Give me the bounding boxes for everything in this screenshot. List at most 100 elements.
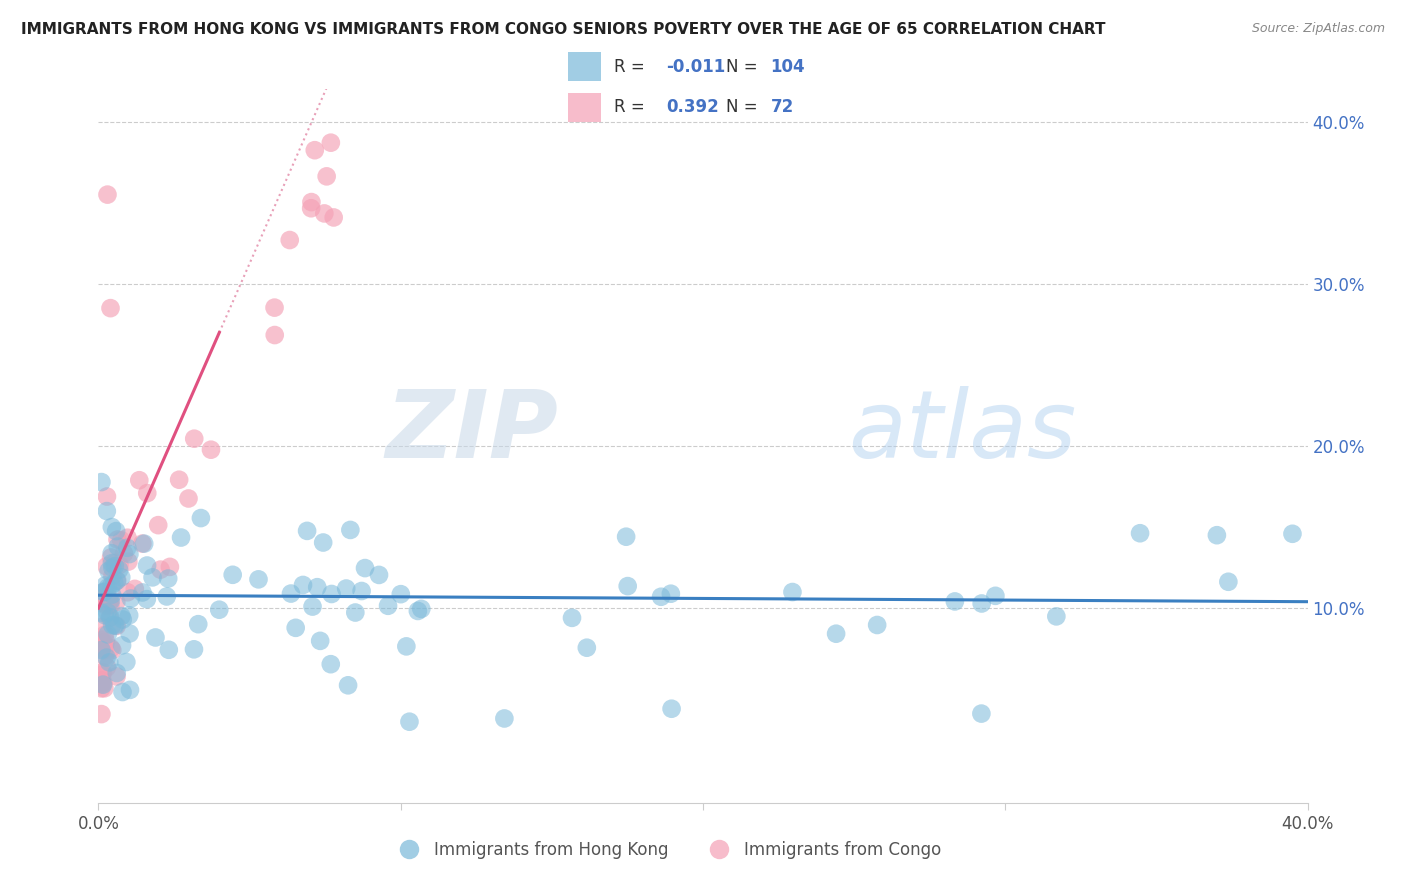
Point: [100, 546, 122, 560]
Point: [96, 599, 118, 613]
Point: [96, 559, 118, 574]
Point: [118, 608, 141, 623]
Point: [148, 518, 170, 533]
Point: [98, 594, 121, 608]
Point: [97, 627, 120, 641]
Point: [105, 574, 128, 588]
Point: [782, 585, 804, 599]
Point: [314, 206, 336, 220]
Point: [301, 599, 323, 614]
Point: [247, 572, 270, 586]
Point: [110, 570, 132, 584]
Point: [136, 558, 159, 573]
Point: [616, 579, 638, 593]
Point: [91, 585, 114, 599]
Point: [309, 633, 332, 648]
Point: [170, 531, 193, 545]
Point: [263, 328, 285, 343]
Point: [1129, 526, 1152, 541]
Point: [159, 560, 181, 574]
Point: [156, 590, 179, 604]
Point: [101, 556, 124, 570]
Point: [406, 604, 429, 618]
Text: 104: 104: [770, 58, 806, 76]
Point: [278, 233, 301, 247]
Point: [136, 486, 159, 500]
Text: ZIP: ZIP: [385, 385, 558, 478]
Point: [322, 211, 344, 225]
Point: [96, 605, 118, 619]
Point: [94, 595, 117, 609]
Point: [118, 626, 141, 640]
Point: [105, 574, 128, 588]
Point: [183, 642, 205, 657]
Text: N =: N =: [727, 58, 758, 76]
Point: [91, 643, 114, 657]
Point: [190, 511, 212, 525]
Point: [292, 578, 315, 592]
Legend: Immigrants from Hong Kong, Immigrants from Congo: Immigrants from Hong Kong, Immigrants fr…: [385, 835, 948, 866]
Point: [118, 547, 141, 561]
Point: [117, 531, 139, 545]
Point: [96, 504, 118, 518]
Point: [90, 620, 112, 634]
Point: [135, 592, 157, 607]
Point: [142, 570, 165, 584]
Point: [208, 603, 231, 617]
Point: [128, 473, 150, 487]
Point: [105, 665, 128, 680]
Point: [90, 643, 112, 657]
Point: [1281, 526, 1303, 541]
Point: [101, 520, 124, 534]
Point: [107, 540, 129, 554]
Point: [377, 599, 399, 613]
Point: [200, 442, 222, 457]
Point: [97, 591, 120, 605]
Text: Source: ZipAtlas.com: Source: ZipAtlas.com: [1251, 22, 1385, 36]
Point: [93, 585, 115, 599]
Point: [350, 584, 373, 599]
Point: [301, 195, 323, 210]
Point: [389, 587, 412, 601]
Point: [650, 590, 672, 604]
Point: [93, 642, 115, 657]
Bar: [568, 53, 602, 81]
Point: [90, 677, 112, 691]
Text: 72: 72: [770, 98, 794, 116]
Point: [91, 665, 114, 680]
Point: [100, 550, 122, 565]
Point: [319, 657, 342, 672]
Point: [115, 655, 138, 669]
Point: [96, 650, 118, 665]
Point: [117, 541, 139, 555]
Point: [117, 555, 139, 569]
Point: [344, 606, 367, 620]
Point: [103, 575, 125, 590]
Point: [98, 656, 121, 670]
Point: [187, 617, 209, 632]
Point: [659, 587, 682, 601]
Point: [321, 587, 343, 601]
Point: [105, 524, 128, 538]
Point: [98, 611, 121, 625]
Point: [124, 582, 146, 596]
Text: IMMIGRANTS FROM HONG KONG VS IMMIGRANTS FROM CONGO SENIORS POVERTY OVER THE AGE : IMMIGRANTS FROM HONG KONG VS IMMIGRANTS …: [21, 22, 1105, 37]
Point: [96, 187, 118, 202]
Point: [575, 640, 598, 655]
Point: [134, 536, 156, 550]
Point: [90, 632, 112, 647]
Point: [284, 621, 307, 635]
Point: [411, 602, 433, 616]
Point: [105, 595, 128, 609]
Point: [101, 588, 124, 602]
Point: [101, 643, 124, 657]
Point: [91, 635, 114, 649]
Point: [494, 711, 516, 725]
Point: [131, 585, 153, 599]
Point: [280, 586, 302, 600]
Point: [98, 594, 121, 608]
Point: [91, 667, 114, 681]
Point: [90, 475, 112, 489]
Point: [295, 524, 318, 538]
Point: [91, 591, 114, 606]
